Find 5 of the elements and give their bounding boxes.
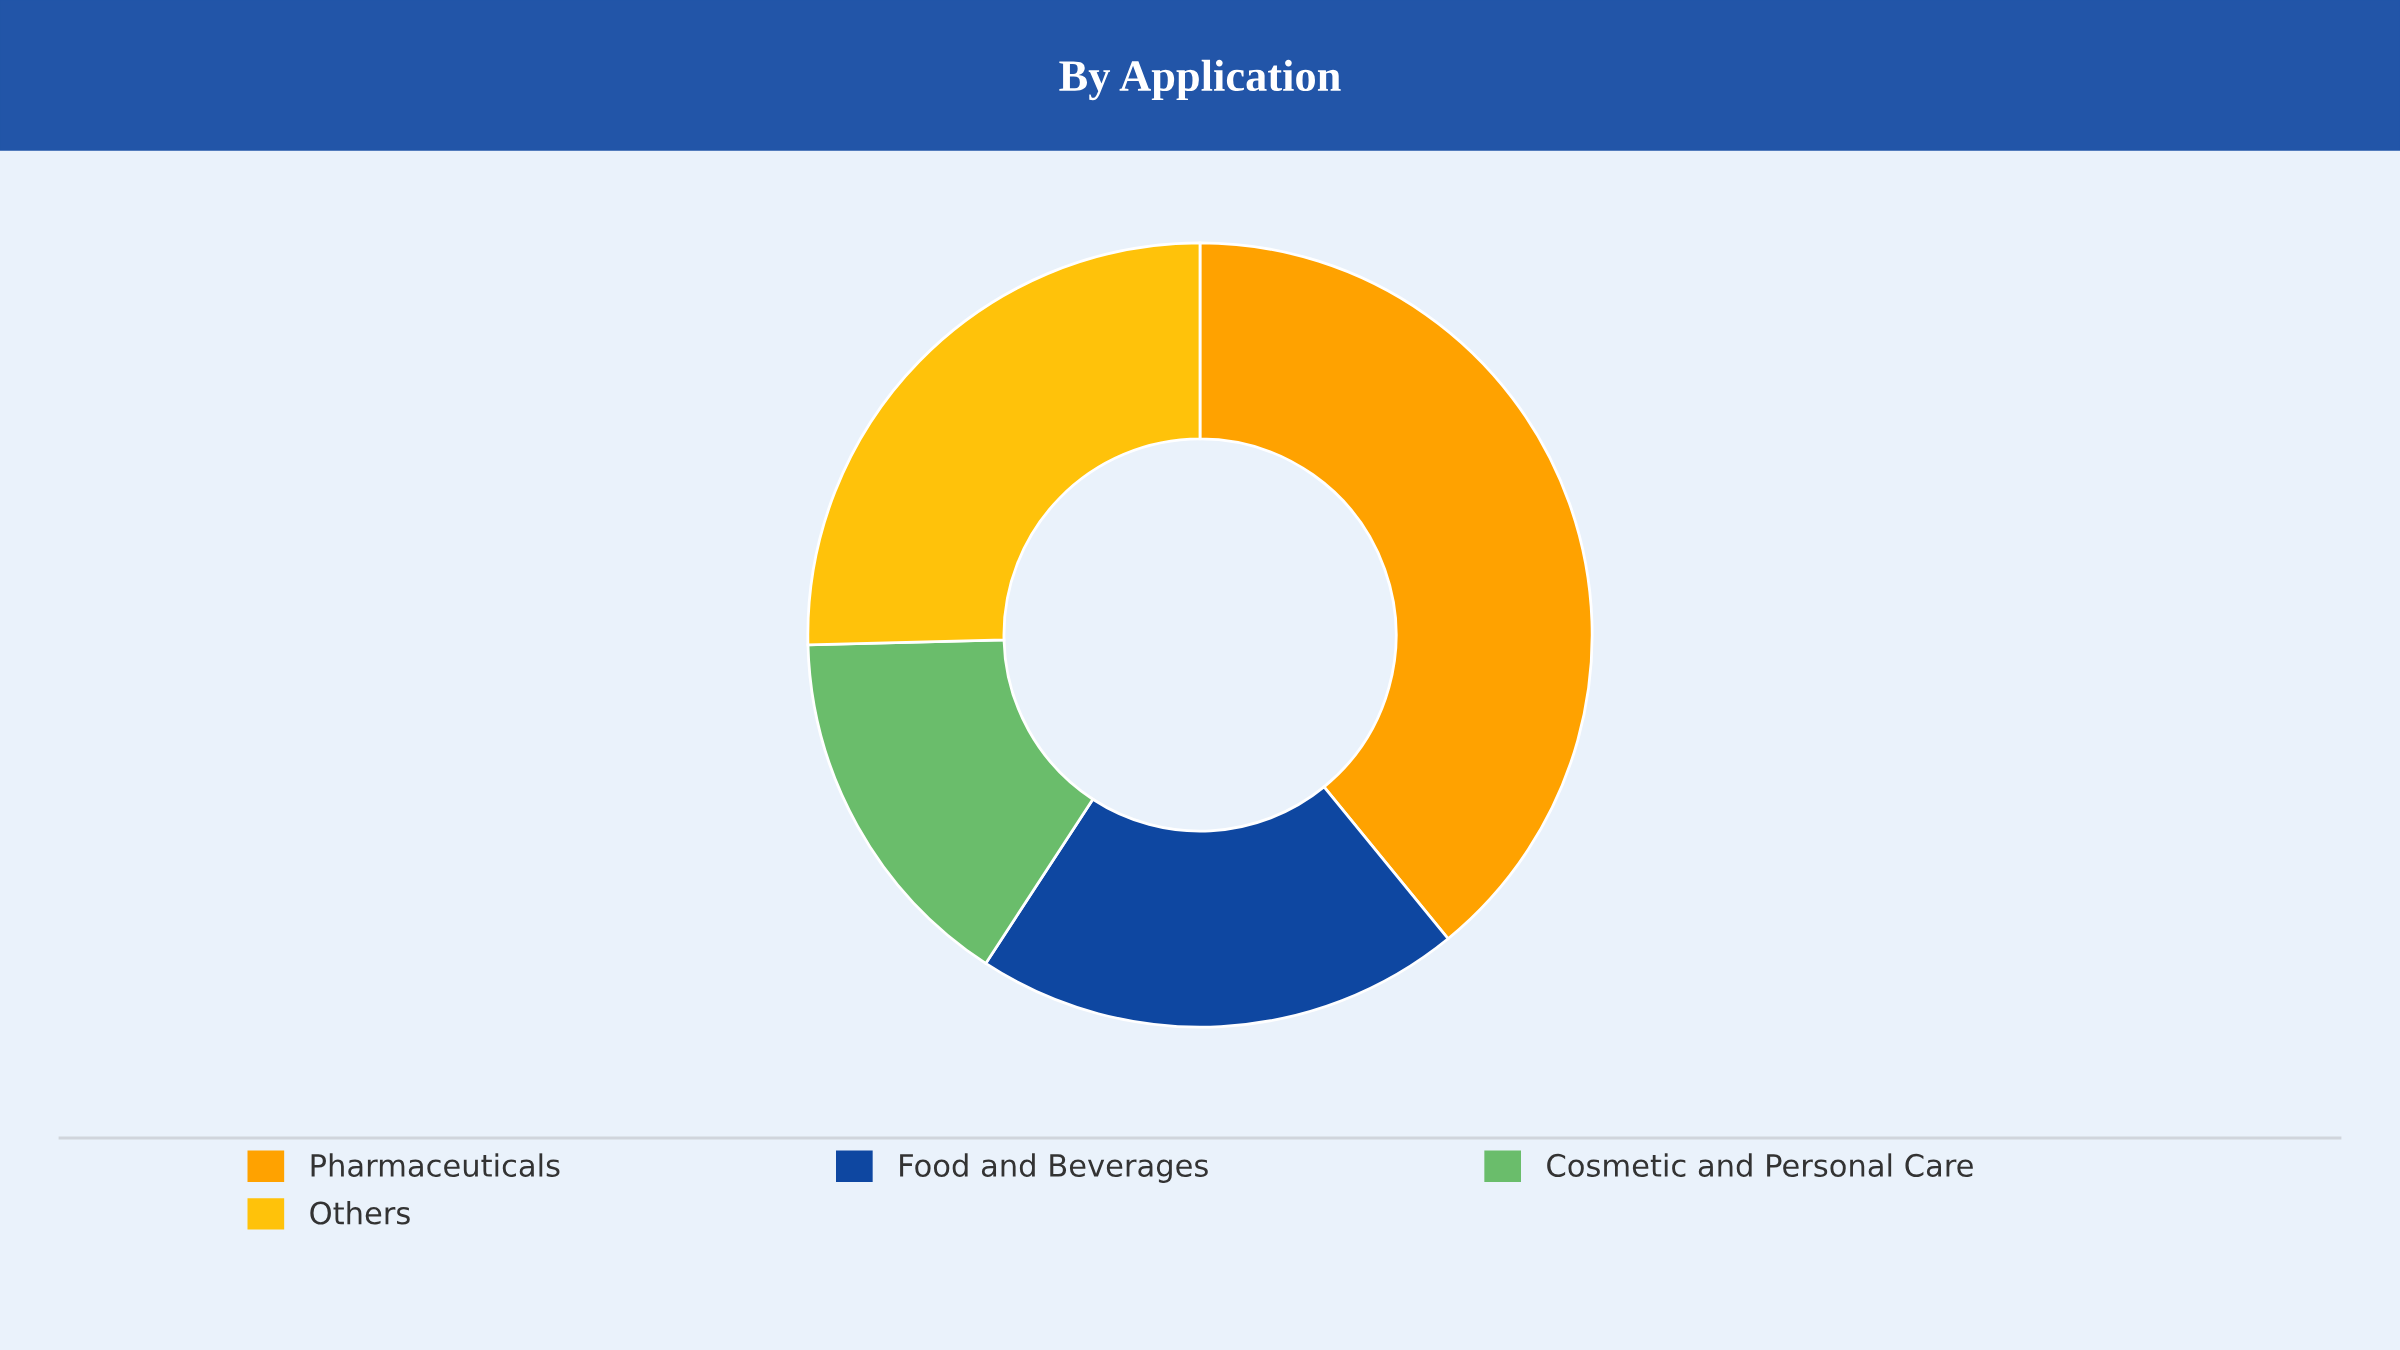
legend-label: Cosmetic and Personal Care — [1547, 1153, 1973, 1177]
chart-title: By Application — [1059, 59, 1341, 101]
legend-label: Food and Beverages — [900, 1153, 1208, 1183]
legend-label: Pharmaceuticals — [311, 1153, 560, 1177]
legend-label: Others — [310, 1200, 410, 1225]
